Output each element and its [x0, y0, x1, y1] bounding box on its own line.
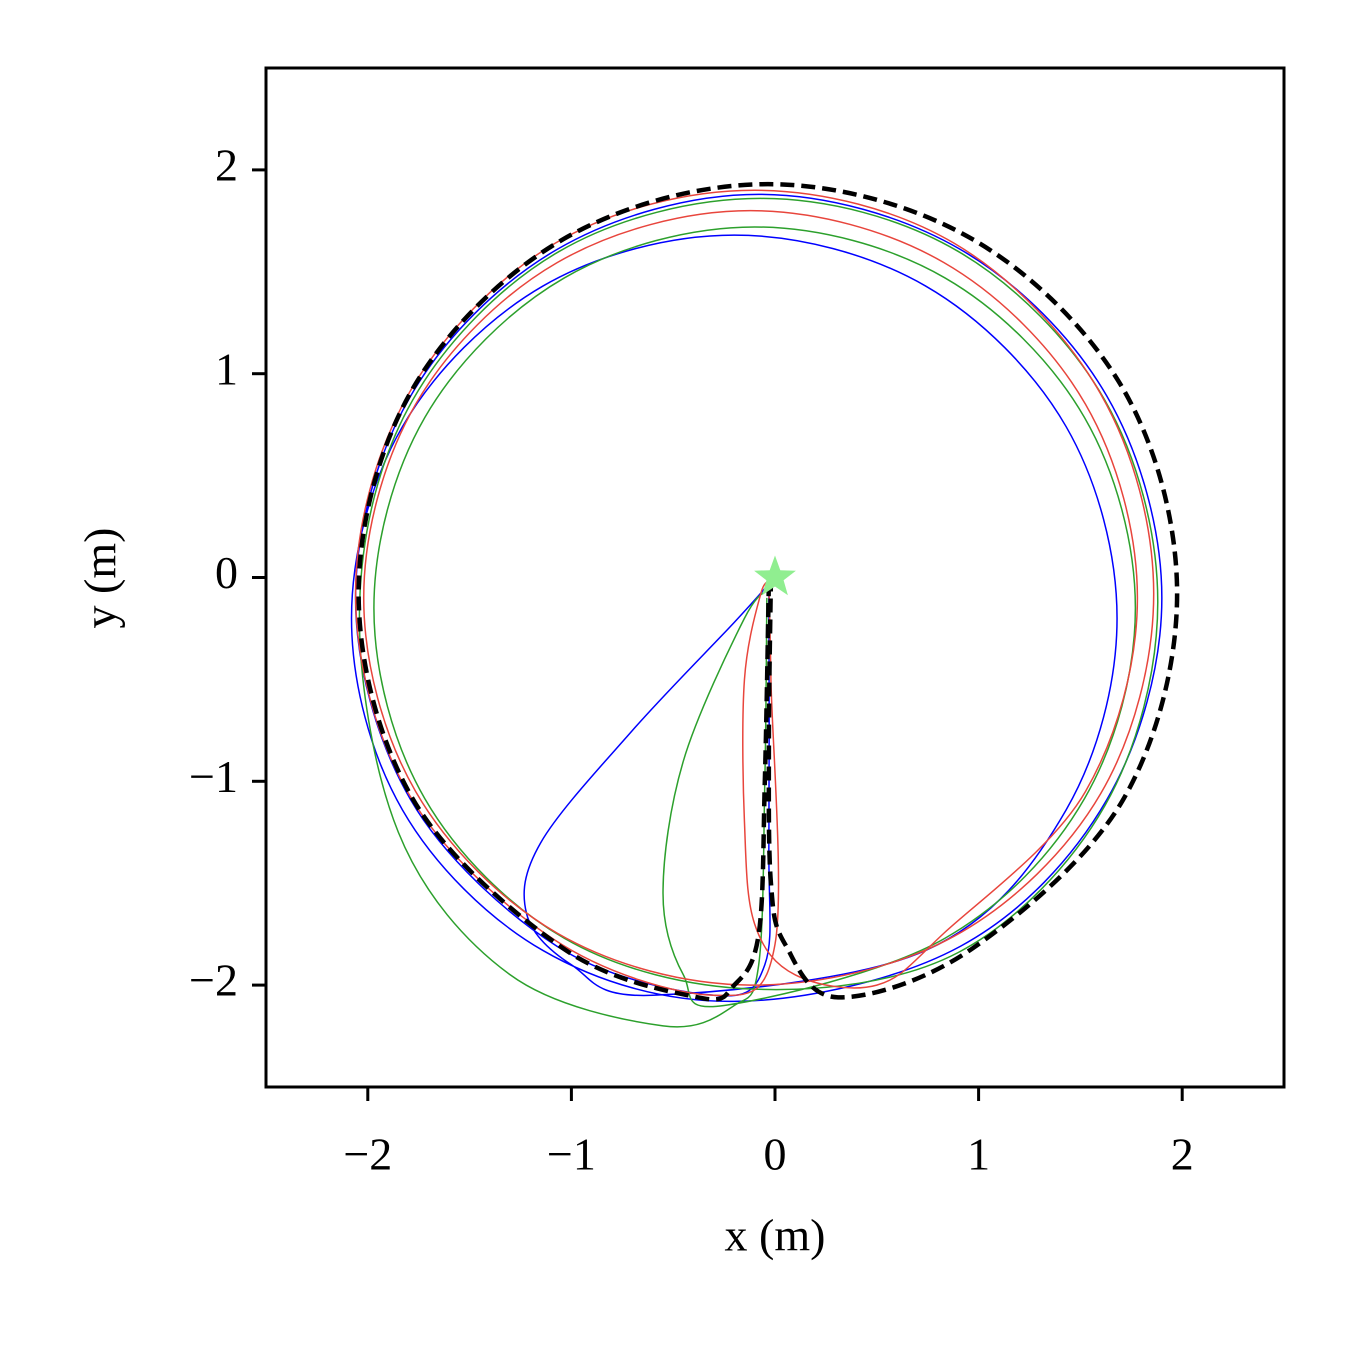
- y-axis-label: y (m): [75, 528, 126, 629]
- x-tick-label: −2: [343, 1129, 392, 1180]
- trajectory-line: [358, 197, 1159, 1028]
- y-tick-label: 0: [215, 547, 238, 598]
- trajectory-line: [354, 189, 1155, 997]
- star-marker: [754, 555, 796, 596]
- x-axis-label: x (m): [725, 1210, 826, 1261]
- x-tick-label: 0: [764, 1129, 787, 1180]
- plot-frame: [264, 66, 1286, 1089]
- y-tick-label: −2: [189, 955, 238, 1006]
- y-tick-label: −1: [189, 751, 238, 802]
- y-tick-label: 2: [215, 139, 238, 190]
- x-tick-label: −1: [547, 1129, 596, 1180]
- y-tick-label: 1: [215, 343, 238, 394]
- trajectory-line: [356, 181, 1180, 1002]
- x-tick-label: 2: [1171, 1129, 1194, 1180]
- x-tick-label: 1: [967, 1129, 990, 1180]
